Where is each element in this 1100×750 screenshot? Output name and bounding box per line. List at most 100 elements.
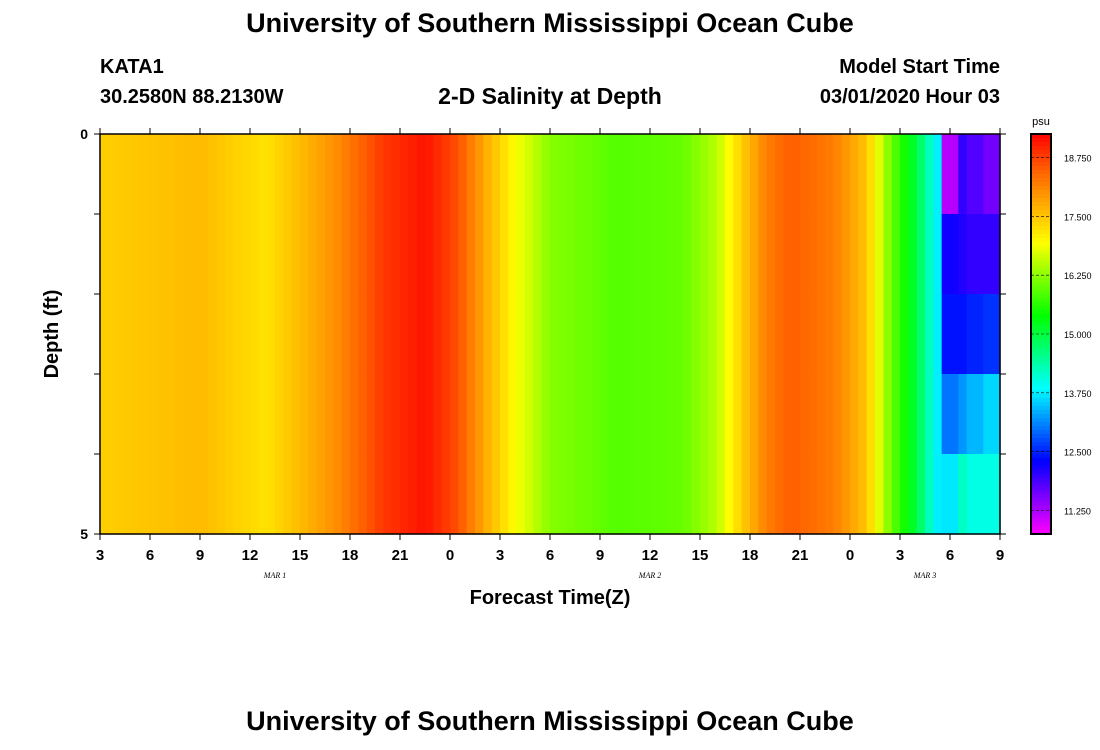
colorbar-segment bbox=[1031, 302, 1051, 307]
heatmap-cell bbox=[741, 454, 751, 535]
heatmap-cell bbox=[266, 374, 276, 455]
heatmap-cell bbox=[758, 454, 768, 535]
heatmap-cell bbox=[650, 454, 659, 535]
heatmap-cell bbox=[433, 454, 443, 535]
heatmap-cell bbox=[250, 454, 259, 535]
heatmap-cell bbox=[975, 294, 984, 375]
colorbar-units: psu bbox=[1032, 116, 1050, 128]
colorbar-segment bbox=[1031, 170, 1051, 175]
heatmap-cell bbox=[541, 134, 551, 215]
heatmap-cell bbox=[600, 134, 609, 215]
heatmap-cell bbox=[983, 134, 993, 215]
heatmap-cell bbox=[841, 294, 851, 375]
colorbar-segment bbox=[1031, 382, 1051, 387]
heatmap-cell bbox=[241, 374, 251, 455]
heatmap-cell bbox=[116, 294, 126, 375]
heatmap-cell bbox=[608, 374, 618, 455]
heatmap-cell bbox=[533, 134, 543, 215]
model-start-label: Model Start Time bbox=[839, 56, 1000, 78]
heatmap-cell bbox=[191, 214, 201, 295]
heatmap-cell bbox=[891, 214, 901, 295]
heatmap-cell bbox=[325, 134, 334, 215]
heatmap-cell bbox=[666, 294, 676, 375]
heatmap-cell bbox=[250, 294, 259, 375]
x-tick-label: 0 bbox=[846, 547, 854, 564]
heatmap-cell bbox=[483, 454, 493, 535]
heatmap-cell bbox=[450, 454, 459, 535]
heatmap-cell bbox=[650, 374, 659, 455]
heatmap-cell bbox=[950, 454, 959, 535]
heatmap-cell bbox=[616, 294, 626, 375]
heatmap-cell bbox=[541, 454, 551, 535]
heatmap-cell bbox=[466, 134, 476, 215]
heatmap-cell bbox=[466, 374, 476, 455]
heatmap-cell bbox=[933, 134, 943, 215]
heatmap-cell bbox=[108, 454, 118, 535]
x-tick-label: 21 bbox=[392, 547, 409, 564]
heatmap-cell bbox=[683, 134, 693, 215]
heatmap-cell bbox=[458, 374, 468, 455]
x-tick-label: 3 bbox=[496, 547, 504, 564]
heatmap-cell bbox=[375, 134, 384, 215]
heatmap-cell bbox=[400, 214, 409, 295]
heatmap-cell bbox=[625, 374, 634, 455]
heatmap-cell bbox=[600, 214, 609, 295]
x-tick-label: 9 bbox=[596, 547, 604, 564]
colorbar-segment bbox=[1031, 178, 1051, 183]
heatmap-cell bbox=[275, 374, 284, 455]
heatmap-cell bbox=[566, 134, 576, 215]
heatmap-cell bbox=[116, 134, 126, 215]
heatmap-cell bbox=[291, 134, 301, 215]
heatmap-cell bbox=[141, 454, 151, 535]
colorbar-segment bbox=[1031, 530, 1051, 535]
heatmap-cell bbox=[141, 294, 151, 375]
heatmap-cell bbox=[533, 374, 543, 455]
heatmap-cell bbox=[783, 214, 793, 295]
heatmap-cell bbox=[316, 214, 326, 295]
heatmap-cell bbox=[391, 374, 401, 455]
colorbar-segment bbox=[1031, 454, 1051, 459]
heatmap-cell bbox=[216, 374, 226, 455]
heatmap-cell bbox=[250, 374, 259, 455]
heatmap-cell bbox=[408, 454, 418, 535]
heatmap-cell bbox=[866, 374, 876, 455]
heatmap-cell bbox=[691, 374, 701, 455]
colorbar-segment bbox=[1031, 322, 1051, 327]
heatmap-cell bbox=[175, 294, 184, 375]
heatmap-cell bbox=[266, 134, 276, 215]
heatmap-cell bbox=[291, 294, 301, 375]
heatmap-cell bbox=[158, 214, 168, 295]
colorbar-segment bbox=[1031, 210, 1051, 215]
heatmap-cell bbox=[416, 454, 426, 535]
heatmap-cell bbox=[350, 454, 359, 535]
heatmap-cell bbox=[325, 454, 334, 535]
heatmap-cell bbox=[891, 454, 901, 535]
heatmap-cell bbox=[908, 454, 918, 535]
station-coordinates: 30.2580N 88.2130W bbox=[100, 86, 284, 108]
heatmap-cell bbox=[658, 294, 668, 375]
heatmap-cell bbox=[341, 454, 351, 535]
colorbar-segment bbox=[1031, 266, 1051, 271]
heatmap-cell bbox=[366, 294, 376, 375]
heatmap-cell bbox=[958, 374, 968, 455]
heatmap-cell bbox=[625, 214, 634, 295]
x-tick-label: 3 bbox=[896, 547, 904, 564]
heatmap-cell bbox=[875, 374, 884, 455]
heatmap-cell bbox=[116, 454, 126, 535]
heatmap-cell bbox=[525, 374, 534, 455]
heatmap-cell bbox=[441, 454, 451, 535]
heatmap-cell bbox=[658, 134, 668, 215]
heatmap-cell bbox=[475, 294, 484, 375]
heatmap-cell bbox=[775, 134, 784, 215]
heatmap-cell bbox=[875, 214, 884, 295]
heatmap-cell bbox=[708, 214, 718, 295]
heatmap-cell bbox=[125, 374, 134, 455]
heatmap-cell bbox=[208, 294, 218, 375]
heatmap-cell bbox=[675, 454, 684, 535]
heatmap-cell bbox=[216, 214, 226, 295]
heatmap-cell bbox=[283, 374, 293, 455]
heatmap-cell bbox=[241, 294, 251, 375]
heatmap-cell bbox=[883, 214, 893, 295]
heatmap-cell bbox=[641, 214, 651, 295]
colorbar-segment bbox=[1031, 282, 1051, 287]
